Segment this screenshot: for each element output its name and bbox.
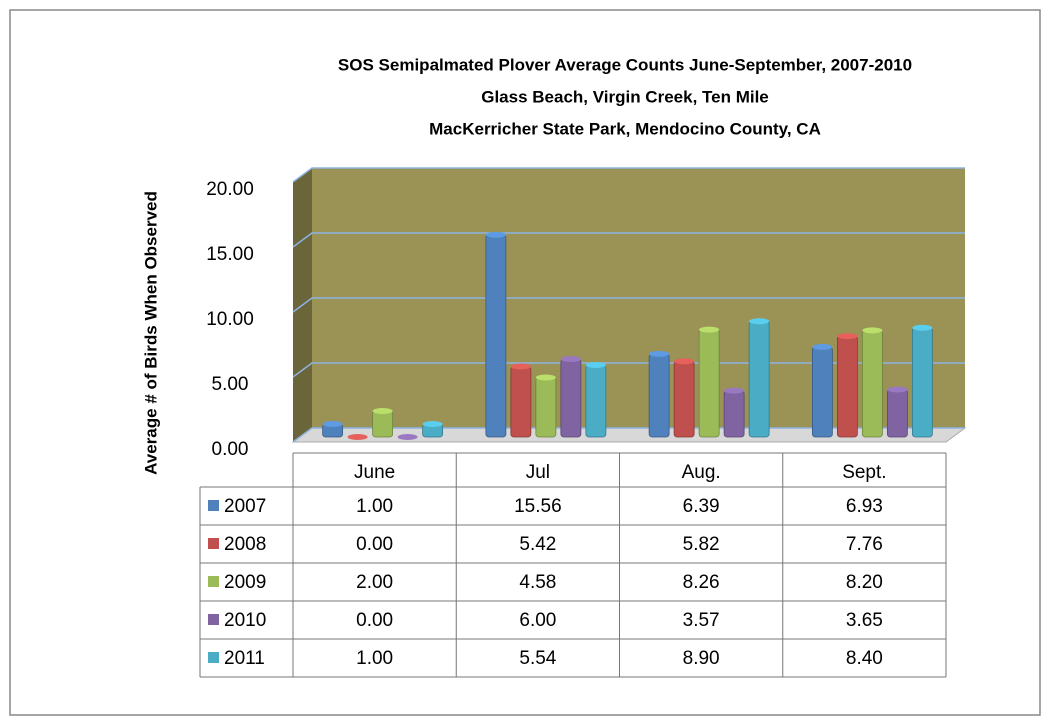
table-value: 0.00 [356, 534, 393, 555]
table-value: 5.82 [683, 534, 720, 555]
legend-swatch [208, 500, 219, 511]
chart-subtitle: Glass Beach, Virgin Creek, Ten Mile [481, 87, 769, 106]
table-value: 8.90 [683, 648, 720, 669]
table-value: 6.00 [519, 610, 556, 631]
bar [510, 366, 532, 438]
bar-top [862, 327, 883, 334]
table-value: 2.00 [356, 572, 393, 593]
y-tick-label: 0.00 [212, 439, 249, 460]
x-tick-label: Sept. [842, 462, 886, 483]
bar [836, 335, 858, 438]
bar [811, 346, 833, 438]
x-tick-label: June [354, 462, 395, 483]
bar-top [397, 434, 418, 440]
chart-title: SOS Semipalmated Plover Average Counts J… [338, 55, 912, 74]
table-value: 6.93 [846, 496, 883, 517]
table-value: 3.57 [683, 610, 720, 631]
legend-label: 2007 [224, 496, 266, 517]
y-tick-label: 5.00 [212, 374, 249, 395]
bar-top [510, 363, 531, 370]
table-value: 5.54 [519, 648, 556, 669]
bar-top [535, 374, 556, 381]
y-tick-label: 10.00 [206, 309, 254, 330]
bar [861, 329, 883, 438]
grid-line [292, 362, 965, 378]
bar-top [837, 333, 858, 340]
bar-top [912, 324, 933, 331]
x-tick-label: Aug. [682, 462, 721, 483]
bar-top [699, 326, 720, 333]
bar-top [749, 318, 770, 325]
bar [648, 353, 670, 438]
x-tick-label: Jul [526, 462, 550, 483]
table-value: 0.00 [356, 610, 393, 631]
table-value: 1.00 [356, 496, 393, 517]
chart-subtitle: MacKerricher State Park, Mendocino Count… [429, 119, 821, 138]
bar-top [372, 408, 393, 414]
table-value: 8.20 [846, 572, 883, 593]
grid-line [292, 297, 965, 313]
legend-label: 2011 [224, 648, 265, 669]
table-value: 4.58 [519, 572, 556, 593]
y-tick-label: 15.00 [206, 244, 254, 265]
table-value: 8.26 [683, 572, 720, 593]
bar [560, 358, 582, 438]
bar [673, 360, 695, 438]
table-value: 5.42 [519, 534, 556, 555]
bar-top [812, 343, 833, 350]
table-value: 6.39 [683, 496, 720, 517]
bar [535, 377, 557, 438]
grid-line [292, 167, 965, 183]
bar [372, 410, 394, 438]
legend-swatch [208, 652, 219, 663]
bar [585, 364, 607, 438]
bar [886, 389, 908, 438]
legend-label: 2009 [224, 572, 266, 593]
bar [485, 234, 507, 438]
bar-top [485, 231, 506, 238]
bar [911, 327, 933, 438]
legend-label: 2010 [224, 610, 266, 631]
legend-label: 2008 [224, 534, 266, 555]
y-axis-label: Average # of Birds When Observed [141, 191, 160, 475]
bar [748, 320, 770, 438]
table-value: 8.40 [846, 648, 883, 669]
bar-top [724, 387, 745, 394]
bar [698, 329, 720, 438]
y-tick-label: 20.00 [206, 179, 254, 200]
table-value: 1.00 [356, 648, 393, 669]
grid-line [292, 232, 965, 248]
bar-top [422, 421, 443, 427]
bar-top [585, 361, 606, 368]
table-value: 3.65 [846, 610, 883, 631]
bar-top [322, 421, 343, 427]
legend-swatch [208, 614, 219, 625]
bar-top [560, 356, 581, 362]
grid-line [292, 427, 965, 443]
bar-top [674, 358, 695, 365]
bar-top [887, 386, 908, 393]
legend-swatch [208, 538, 219, 549]
table-value: 7.76 [846, 534, 883, 555]
legend-swatch [208, 576, 219, 587]
bar-top [347, 434, 368, 440]
bar-top [649, 350, 670, 357]
table-value: 15.56 [514, 496, 562, 517]
bar [723, 390, 745, 438]
